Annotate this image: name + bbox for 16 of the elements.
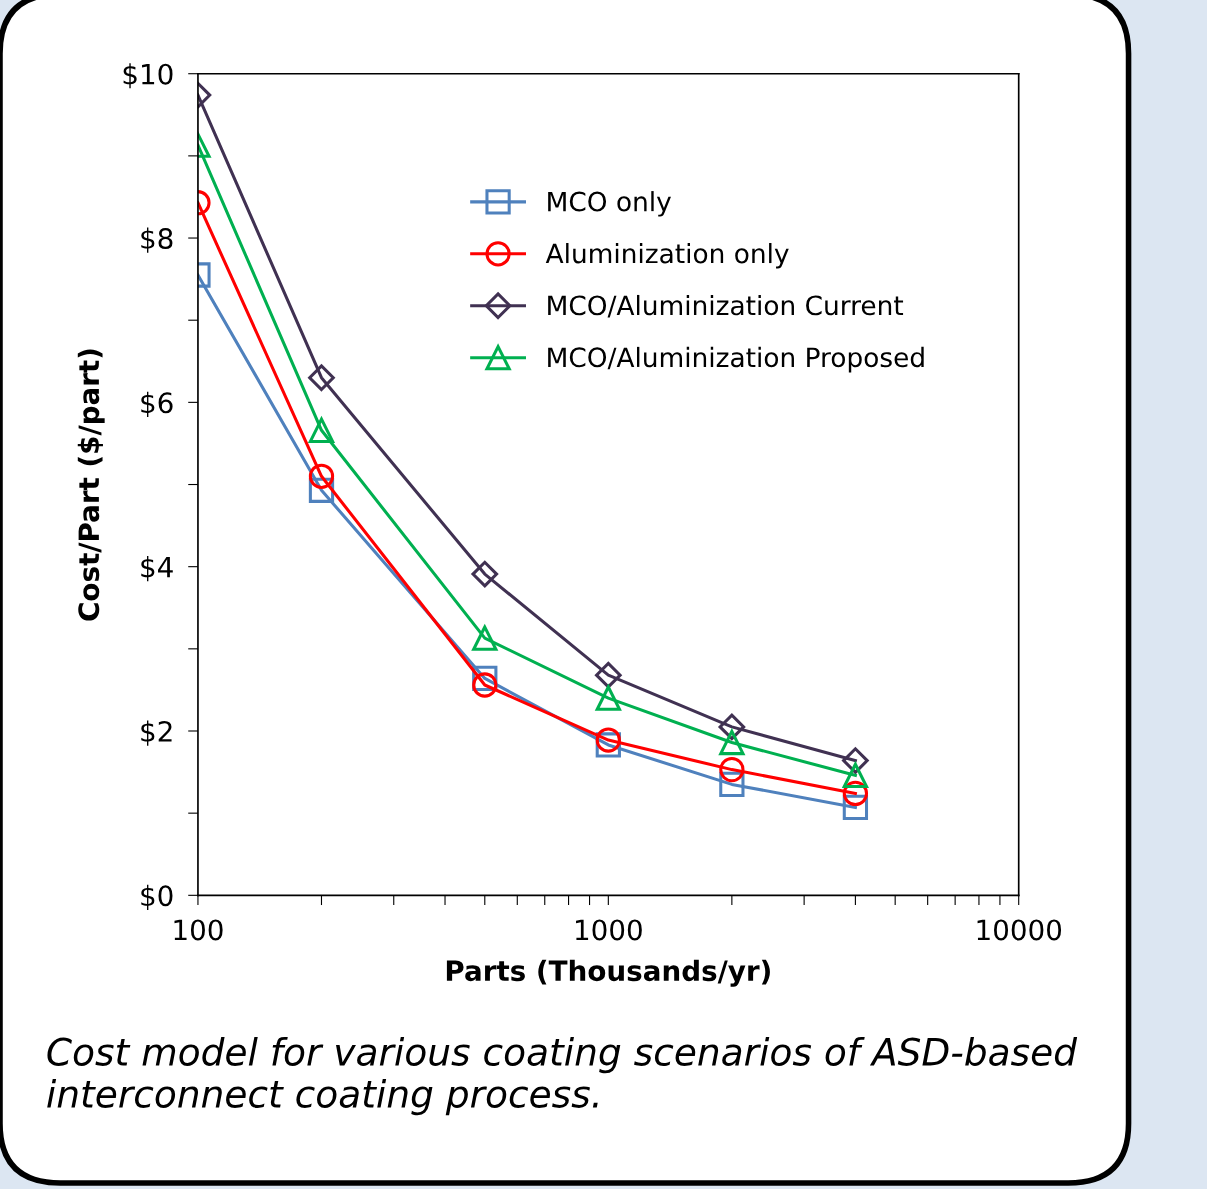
legend-label: MCO only <box>548 191 671 217</box>
y-axis-title: Cost/Part ($/part) <box>77 349 105 621</box>
y-tick-label: $4 <box>141 556 173 582</box>
legend-label: MCO/Aluminization Current <box>548 294 904 318</box>
y-tick-label: $6 <box>141 391 173 417</box>
y-tick-label: $8 <box>141 227 173 253</box>
y-tick-label: $2 <box>141 720 172 746</box>
y-tick-label: $0 <box>141 884 173 910</box>
y-tick-label: $10 <box>123 63 173 89</box>
x-axis-title: Parts (Thousands/yr) <box>446 959 770 987</box>
text: Cost model for various coating scenarios of ASD-based interconnect coating process. <box>47 1036 1078 1116</box>
legend-label: Aluminization only <box>545 243 789 269</box>
x-tick-label: 10000 <box>977 919 1062 941</box>
legend-label: MCO/Aluminization Proposed <box>548 346 924 373</box>
x-tick-label: 100 <box>174 919 223 941</box>
x-tick-label: 1000 <box>576 919 642 941</box>
